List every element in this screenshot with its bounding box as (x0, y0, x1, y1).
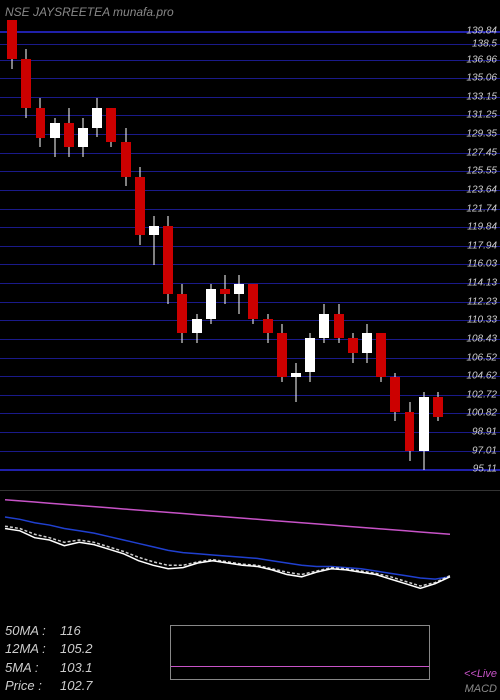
price-label: 102.72 (466, 389, 497, 400)
live-box-line (171, 666, 429, 667)
price-label: 138.5 (472, 39, 497, 50)
chart-title: NSE JAYSREETEA munafa.pro (5, 5, 174, 19)
price-row: Price : 102.7 (5, 677, 93, 695)
price-label: 117.94 (467, 240, 497, 251)
macd-line (5, 517, 450, 579)
ma5-label: 5MA : (5, 659, 60, 677)
price-label: 106.52 (466, 352, 497, 363)
price-label: 104.62 (466, 371, 497, 382)
ma5-row: 5MA : 103.1 (5, 659, 93, 677)
macd-panel (0, 490, 500, 610)
price-label: 125.55 (466, 166, 497, 177)
price-label: 98.91 (472, 427, 497, 438)
price-value: 102.7 (60, 677, 93, 695)
price-label: 129.35 (466, 129, 497, 140)
info-panel: 50MA : 116 12MA : 105.2 5MA : 103.1 Pric… (5, 622, 93, 695)
price-label: 114.13 (467, 278, 497, 289)
price-label: 97.01 (472, 445, 497, 456)
ma12-value: 105.2 (60, 640, 93, 658)
price-label: 131.25 (466, 110, 497, 121)
candles-area (5, 20, 445, 490)
price-label: 121.74 (466, 203, 497, 214)
macd-line (5, 529, 450, 589)
price-label: 112.23 (467, 296, 497, 307)
candlestick-chart: NSE JAYSREETEA munafa.pro 139.84 138.5 136… (0, 0, 500, 490)
price-label: 116.03 (467, 259, 497, 270)
ma50-label: 50MA : (5, 622, 60, 640)
macd-label: MACD (465, 683, 497, 695)
price-label: 127.45 (466, 147, 497, 158)
price-label: 135.06 (466, 73, 497, 84)
macd-chart (0, 491, 500, 611)
price-label: 100.82 (466, 408, 497, 419)
price-label: 119.84 (467, 222, 497, 233)
price-label: 133.15 (466, 91, 497, 102)
ma12-row: 12MA : 105.2 (5, 640, 93, 658)
live-box (170, 625, 430, 680)
ma5-value: 103.1 (60, 659, 93, 677)
price-label: 139.84 (466, 26, 497, 37)
price-label: 136.96 (466, 54, 497, 65)
price-label: Price : (5, 677, 60, 695)
price-label: 123.64 (466, 184, 497, 195)
price-label: 108.43 (466, 333, 497, 344)
live-label: <<Live (464, 668, 497, 680)
price-label: 110.33 (467, 315, 497, 326)
ma50-row: 50MA : 116 (5, 622, 93, 640)
ma50-value: 116 (60, 622, 81, 640)
price-label: 95.11 (473, 464, 497, 475)
ma12-label: 12MA : (5, 640, 60, 658)
